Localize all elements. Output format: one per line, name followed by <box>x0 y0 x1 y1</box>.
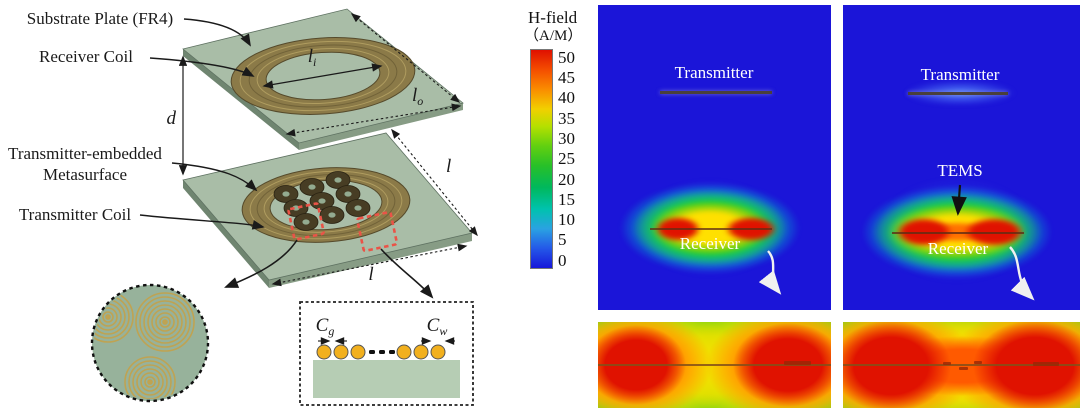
dim-lo-label: lo <box>412 85 423 108</box>
coil-detail-mark <box>1033 362 1059 366</box>
label-metasurface-line1: Transmitter-embedded <box>8 144 162 163</box>
field-plot-with-tems: Transmitter TEMS Receiver <box>843 5 1080 310</box>
highlight-box-unit-cell <box>287 202 325 241</box>
field-plot-without-tems: Transmitter Receiver <box>598 5 831 310</box>
colorbar-tick: 25 <box>558 149 575 169</box>
coil-plane-line <box>598 364 831 366</box>
plate-side-face <box>183 180 269 288</box>
leader-arrow-transmitter-coil <box>139 214 265 230</box>
label-substrate-plate: Substrate Plate (FR4) <box>27 9 173 28</box>
colorbar-tick: 20 <box>558 169 575 189</box>
colorbar-tick: 50 <box>558 47 575 67</box>
inset-conductors <box>316 344 446 360</box>
tems-detail-mark <box>959 367 968 370</box>
label-receiver: Receiver <box>679 234 741 253</box>
dim-li-label: li <box>308 46 317 69</box>
colorbar-tick: 45 <box>558 68 575 88</box>
zoom-arrow-to-circle-inset <box>224 239 298 288</box>
receiver-coil-trace <box>892 232 1024 234</box>
transmitter-coil-trace <box>660 91 772 94</box>
label-transmitter: Transmitter <box>920 65 1000 84</box>
inset-substrate <box>313 360 460 398</box>
receiver-plate: li lo <box>182 8 464 150</box>
dim-l-bottom-label: l <box>368 264 373 285</box>
coil-detail-mark <box>784 361 811 365</box>
transmitter-coil-trace <box>908 92 1008 95</box>
colorbar-tick: 10 <box>558 210 575 230</box>
label-tems: TEMS <box>937 161 983 180</box>
plate-side-face <box>183 49 299 150</box>
leader-arrow-receiver-coil <box>149 57 255 77</box>
dim-cw-label: Cw <box>427 315 448 338</box>
leader-arrow-substrate <box>183 18 251 47</box>
cross-section-inset: Cg Cw <box>299 301 474 406</box>
coil-plane-line <box>843 364 1080 366</box>
field-zoom-strip-with-tems <box>843 322 1080 408</box>
transmitter-plate: l l <box>182 128 478 288</box>
tems-detail-mark <box>943 362 951 365</box>
schematic-diagram: li lo <box>8 8 478 406</box>
colorbar-ticks: 50 45 40 35 30 25 20 15 10 5 0 <box>558 49 575 269</box>
dim-d-label: d <box>167 108 177 129</box>
colorbar-tick: 0 <box>558 250 567 270</box>
label-receiver-coil: Receiver Coil <box>39 47 133 66</box>
colorbar-tick: 30 <box>558 128 575 148</box>
dim-cg-label: Cg <box>316 315 335 338</box>
hfield-colorbar: H-field （A/M） 50 45 40 35 30 25 20 15 10… <box>522 8 600 269</box>
label-receiver: Receiver <box>927 239 989 258</box>
colorbar-title: H-field <box>528 8 578 27</box>
leader-arrow-metasurface <box>171 162 258 192</box>
colorbar-units: （A/M） <box>524 27 583 44</box>
label-metasurface-line2: Metasurface <box>43 165 127 184</box>
colorbar-tick: 40 <box>558 88 575 108</box>
tems-detail-mark <box>974 361 982 364</box>
colorbar-tick: 15 <box>558 189 575 209</box>
colorbar-gradient <box>530 48 553 269</box>
dimension-line-lo <box>350 13 461 103</box>
unit-cell-inset <box>90 283 210 403</box>
zoom-arrow-to-cross-section-inset <box>380 248 434 299</box>
label-transmitter-coil: Transmitter Coil <box>19 205 132 224</box>
colorbar-tick: 35 <box>558 108 575 128</box>
receiver-coil-trace <box>650 228 772 230</box>
label-transmitter: Transmitter <box>674 63 754 82</box>
dimension-line-outer <box>285 103 462 137</box>
field-zoom-strip-without-tems <box>598 322 831 408</box>
metasurface-unit-cells <box>273 171 371 231</box>
dim-l-right-label: l <box>446 156 451 177</box>
inset-ellipsis <box>369 350 395 354</box>
colorbar-tick: 5 <box>558 230 567 250</box>
